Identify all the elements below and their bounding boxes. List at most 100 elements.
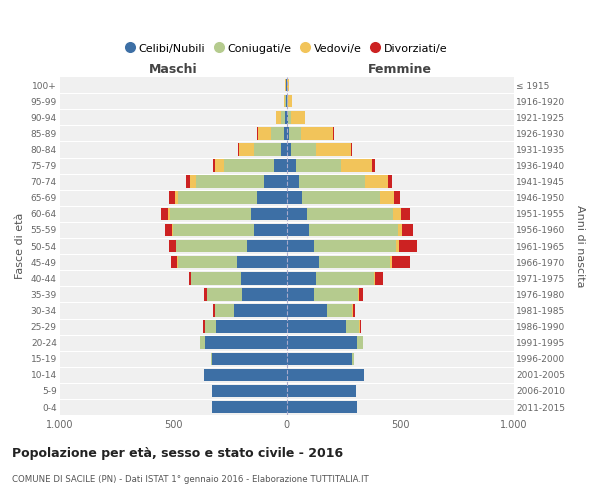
Bar [399, 240, 417, 252]
Bar [401, 208, 410, 220]
Bar [178, 256, 236, 268]
Bar [235, 304, 287, 317]
Bar [287, 320, 346, 333]
Bar [287, 224, 309, 236]
Bar [169, 240, 176, 252]
Bar [171, 256, 177, 268]
Bar [333, 127, 334, 140]
Bar [398, 224, 403, 236]
Bar [185, 176, 190, 188]
Bar [176, 240, 247, 252]
Bar [351, 143, 352, 156]
Bar [200, 336, 205, 349]
Bar [271, 127, 284, 140]
Bar [394, 192, 400, 204]
Bar [203, 320, 205, 333]
Bar [224, 160, 274, 172]
Bar [211, 352, 212, 365]
Bar [281, 111, 286, 124]
Bar [314, 288, 358, 300]
Bar [168, 208, 170, 220]
Bar [172, 224, 173, 236]
Bar [161, 208, 168, 220]
Bar [286, 111, 287, 124]
Bar [291, 111, 305, 124]
Bar [241, 272, 287, 284]
Bar [238, 143, 239, 156]
Bar [374, 272, 375, 284]
Bar [205, 320, 216, 333]
Bar [291, 143, 316, 156]
Bar [287, 240, 314, 252]
Bar [287, 160, 296, 172]
Bar [257, 192, 287, 204]
Bar [287, 368, 364, 381]
Bar [285, 95, 286, 108]
Bar [175, 192, 178, 204]
Bar [281, 143, 287, 156]
Bar [316, 143, 351, 156]
Bar [371, 160, 375, 172]
Bar [352, 352, 354, 365]
Bar [173, 224, 254, 236]
Text: COMUNE DI SACILE (PN) - Dati ISTAT 1° gennaio 2016 - Elaborazione TUTTITALIA.IT: COMUNE DI SACILE (PN) - Dati ISTAT 1° ge… [12, 476, 369, 484]
Bar [357, 336, 362, 349]
Bar [287, 256, 319, 268]
Bar [204, 368, 287, 381]
Bar [165, 224, 172, 236]
Bar [287, 192, 302, 204]
Bar [287, 95, 289, 108]
Bar [380, 192, 394, 204]
Bar [170, 208, 251, 220]
Bar [258, 127, 271, 140]
Bar [216, 320, 287, 333]
Bar [296, 160, 341, 172]
Bar [287, 79, 289, 92]
Bar [212, 384, 287, 398]
Bar [287, 143, 291, 156]
Bar [287, 401, 357, 413]
Bar [236, 256, 287, 268]
Bar [215, 304, 235, 317]
Bar [169, 192, 175, 204]
Bar [289, 127, 301, 140]
Bar [299, 176, 365, 188]
Bar [196, 176, 264, 188]
Legend: Celibi/Nubili, Coniugati/e, Vedovi/e, Divorziati/e: Celibi/Nubili, Coniugati/e, Vedovi/e, Di… [121, 38, 452, 58]
Bar [191, 272, 241, 284]
Bar [177, 256, 178, 268]
Bar [277, 111, 281, 124]
Bar [287, 336, 357, 349]
Bar [215, 160, 224, 172]
Bar [395, 240, 399, 252]
Bar [284, 127, 287, 140]
Bar [392, 256, 410, 268]
Bar [287, 352, 352, 365]
Bar [251, 208, 287, 220]
Bar [301, 127, 333, 140]
Bar [359, 288, 363, 300]
Bar [365, 176, 388, 188]
Y-axis label: Anni di nascita: Anni di nascita [575, 205, 585, 288]
Bar [353, 304, 355, 317]
Bar [393, 208, 401, 220]
Bar [178, 192, 257, 204]
Bar [302, 192, 380, 204]
Bar [287, 111, 291, 124]
Bar [287, 208, 307, 220]
Text: Popolazione per età, sesso e stato civile - 2016: Popolazione per età, sesso e stato civil… [12, 448, 343, 460]
Bar [403, 224, 413, 236]
Bar [287, 288, 314, 300]
Bar [346, 320, 359, 333]
Bar [205, 336, 287, 349]
Bar [307, 208, 393, 220]
Bar [284, 95, 285, 108]
Bar [213, 160, 215, 172]
Bar [287, 384, 356, 398]
Bar [287, 127, 289, 140]
Bar [309, 224, 398, 236]
Bar [314, 240, 395, 252]
Bar [207, 288, 242, 300]
Text: Maschi: Maschi [149, 63, 197, 76]
Bar [247, 240, 287, 252]
